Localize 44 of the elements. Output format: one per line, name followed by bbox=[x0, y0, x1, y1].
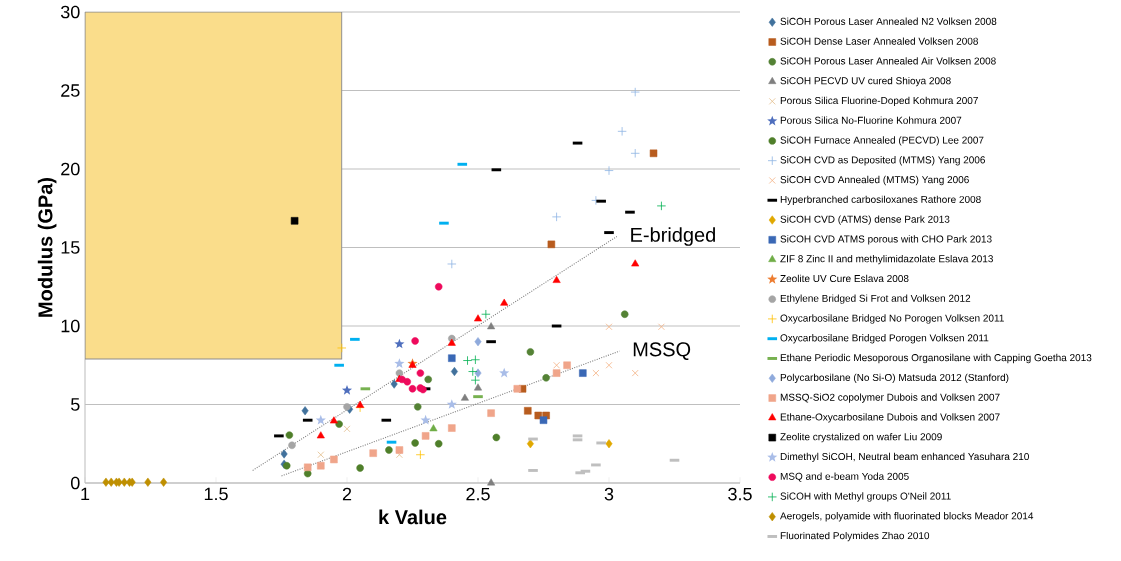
y-tick-label: 15 bbox=[61, 241, 80, 254]
legend-label: ZIF 8 Zinc II and methylimidazolate Eslava 2013 bbox=[780, 254, 993, 265]
legend-label: Hyperbranched carbosiloxanes Rathore 2008 bbox=[780, 195, 981, 205]
legend-label: SiCOH CVD Annealed (MTMS) Yang 2006 bbox=[780, 175, 969, 186]
legend-label: MSQ and e-beam Yoda 2005 bbox=[780, 472, 909, 482]
legend-label: Oxycarbosilane Bridged Porogen Volksen 2011 bbox=[780, 334, 989, 344]
y-tick-label: 30 bbox=[60, 5, 80, 19]
x-tick-label: 2 bbox=[342, 487, 352, 501]
legend-label: SiCOH Dense Laser Annealed Volksen 2008 bbox=[780, 37, 978, 45]
legend-label: SiCOH Porous Laser Annealed Air Volksen 2008 bbox=[780, 57, 996, 65]
legend-label: MSSQ-SiO2 copolymer Dubois and Volksen 2007 bbox=[780, 393, 1000, 403]
x-tick-label: 3 bbox=[604, 487, 614, 501]
x-tick-label: 2.5 bbox=[466, 487, 490, 501]
legend-label: Dimethyl SiCOH, Neutral beam enhanced Yasuhara 210 bbox=[780, 452, 1029, 463]
legend-label: Ethylene Bridged Si Frot and Volksen 2012 bbox=[780, 294, 971, 304]
legend-label: Zeolite UV Cure Eslava 2008 bbox=[780, 274, 909, 283]
legend-label: Aerogels, polyamide with fluorinated blocks Meador 2014 bbox=[780, 512, 1034, 522]
y-tick-label: 0 bbox=[70, 476, 80, 490]
legend-label: Porous Silica No-Fluorine Kohmura 2007 bbox=[780, 116, 962, 124]
legend-label: Porous Silica Fluorine-Doped Kohmura 2007 bbox=[780, 96, 978, 107]
legend-label: Ethane Periodic Mesoporous Organosilane with Capping Goetha 2013 bbox=[780, 353, 1092, 364]
y-tick-label: 10 bbox=[61, 319, 80, 333]
y-tick-label: 20 bbox=[61, 162, 80, 176]
annotation: MSSQ bbox=[633, 342, 691, 360]
legend-label: SiCOH CVD (ATMS) dense Park 2013 bbox=[780, 215, 950, 225]
legend-label: SiCOH with Methyl groups O'Neil 2011 bbox=[780, 492, 951, 502]
legend-label: SiCOH CVD ATMS porous with CHO Park 2013 bbox=[780, 235, 992, 245]
legend-label: SiCOH PECVD UV cured Shioya 2008 bbox=[780, 76, 951, 87]
x-axis-title: k Value bbox=[379, 509, 447, 525]
y-tick-label: 25 bbox=[61, 84, 80, 97]
legend-label: SiCOH Furnace Annealed (PECVD) Lee 2007 bbox=[780, 136, 984, 146]
annotation: E-bridged bbox=[631, 227, 715, 246]
x-tick-label: 3.5 bbox=[728, 487, 752, 501]
x-tick-label: 1 bbox=[81, 487, 90, 501]
legend-label: SiCOH Porous Laser Annealed N2 Volksen 2008 bbox=[780, 17, 997, 25]
legend-label: Zeolite crystalized on wafer Liu 2009 bbox=[780, 432, 942, 443]
legend-label: Ethane-Oxycarbosilane Dubois and Volksen 2007 bbox=[780, 413, 1000, 423]
legend-label: Oxycarbosilane Bridged No Porogen Volksen 2011 bbox=[780, 314, 1004, 324]
legend-label: Fluorinated Polymides Zhao 2010 bbox=[780, 531, 930, 542]
legend-label: SiCOH CVD as Deposited (MTMS) Yang 2006 bbox=[780, 156, 985, 166]
legend-label: Polycarbosilane (No Si-O) Matsuda 2012 (Stanford) bbox=[780, 373, 1009, 383]
y-tick-label: 5 bbox=[70, 398, 80, 411]
x-tick-label: 1.5 bbox=[204, 487, 228, 501]
y-axis-title: Modulus (GPa) bbox=[37, 177, 57, 317]
